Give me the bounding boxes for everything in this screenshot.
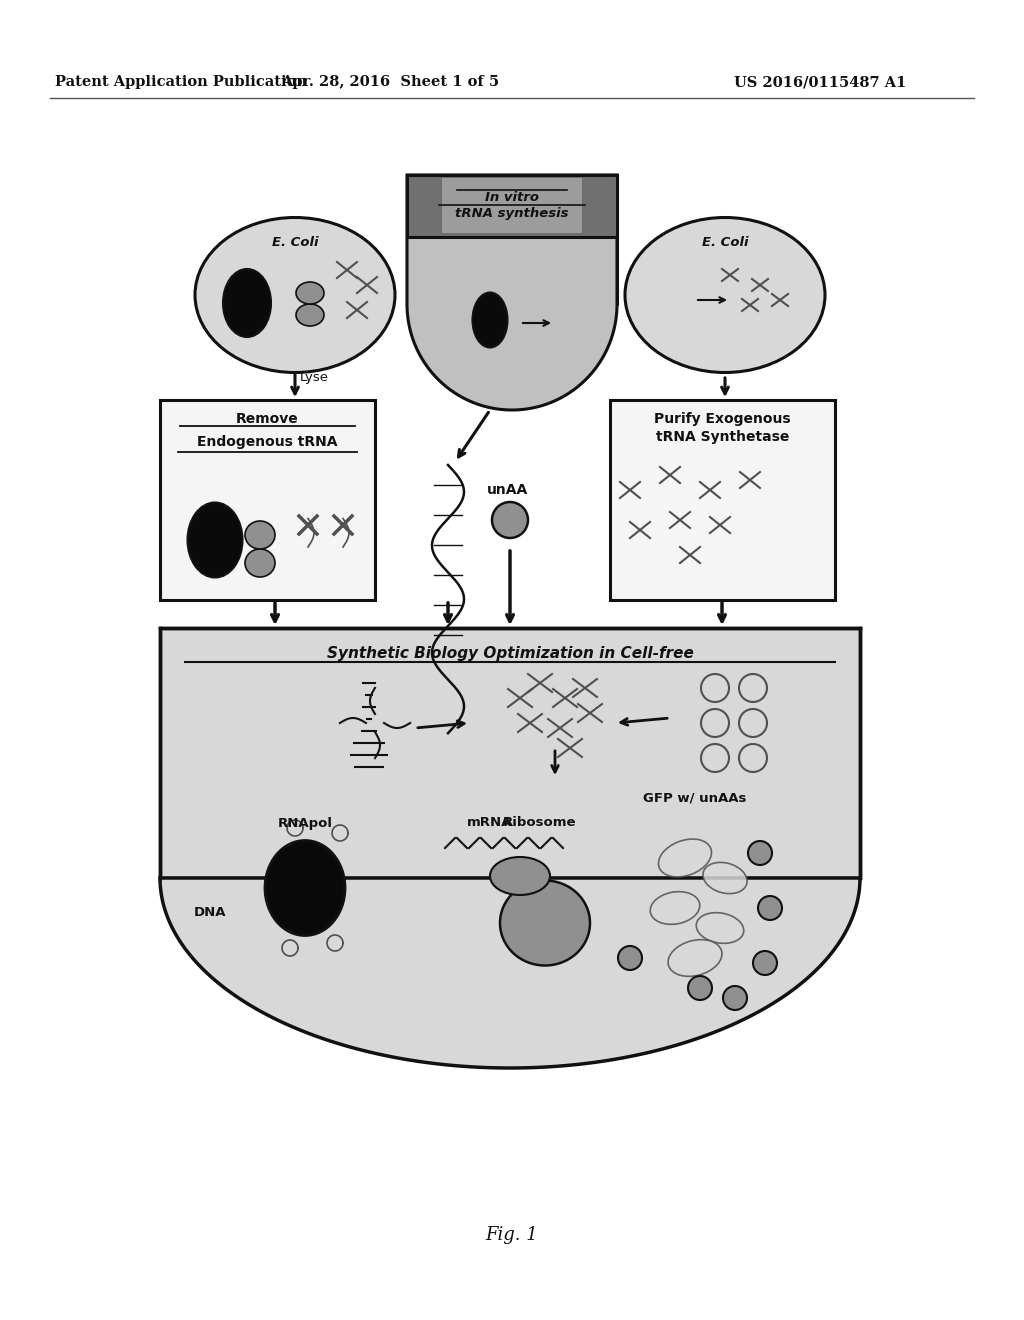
Ellipse shape: [265, 841, 345, 936]
Text: Remove: Remove: [237, 412, 299, 426]
Ellipse shape: [701, 744, 729, 772]
Text: Apr. 28, 2016  Sheet 1 of 5: Apr. 28, 2016 Sheet 1 of 5: [281, 75, 499, 88]
Polygon shape: [407, 176, 617, 411]
Text: DNA: DNA: [194, 907, 226, 920]
Text: E. Coli: E. Coli: [271, 236, 318, 249]
Ellipse shape: [650, 891, 699, 924]
Text: Patent Application Publication: Patent Application Publication: [55, 75, 307, 88]
Text: unAA: unAA: [487, 483, 528, 498]
Ellipse shape: [472, 293, 508, 347]
Ellipse shape: [739, 744, 767, 772]
Text: RNApol: RNApol: [278, 817, 333, 829]
Ellipse shape: [701, 709, 729, 737]
Text: Ribosome: Ribosome: [503, 817, 577, 829]
Circle shape: [758, 896, 782, 920]
Ellipse shape: [490, 857, 550, 895]
Bar: [160, 628, 860, 878]
Ellipse shape: [625, 218, 825, 372]
Text: US 2016/0115487 A1: US 2016/0115487 A1: [734, 75, 906, 88]
Bar: [407, 176, 617, 238]
Ellipse shape: [658, 840, 712, 876]
Ellipse shape: [223, 269, 271, 337]
Ellipse shape: [500, 880, 590, 965]
Ellipse shape: [245, 521, 275, 549]
Circle shape: [753, 950, 777, 975]
Ellipse shape: [187, 503, 243, 578]
Circle shape: [618, 946, 642, 970]
Text: GFP w/ unAAs: GFP w/ unAAs: [643, 792, 746, 804]
Text: Lyse: Lyse: [300, 371, 329, 384]
Ellipse shape: [195, 218, 395, 372]
Polygon shape: [160, 878, 860, 1068]
Ellipse shape: [245, 549, 275, 577]
Ellipse shape: [701, 675, 729, 702]
Circle shape: [748, 841, 772, 865]
Circle shape: [688, 975, 712, 1001]
Circle shape: [723, 986, 746, 1010]
Text: Fig. 1: Fig. 1: [485, 1226, 539, 1243]
Text: E. Coli: E. Coli: [701, 236, 749, 249]
Ellipse shape: [668, 940, 722, 977]
Bar: [407, 176, 617, 304]
Ellipse shape: [739, 675, 767, 702]
Text: mRNA: mRNA: [467, 817, 513, 829]
Ellipse shape: [739, 709, 767, 737]
Ellipse shape: [702, 862, 748, 894]
Text: Purify Exogenous
tRNA Synthetase: Purify Exogenous tRNA Synthetase: [654, 412, 791, 445]
Bar: [160, 400, 375, 601]
Bar: [610, 400, 835, 601]
Text: Endogenous tRNA: Endogenous tRNA: [198, 436, 338, 449]
Ellipse shape: [296, 282, 324, 304]
Text: Synthetic Biology Optimization in Cell-free: Synthetic Biology Optimization in Cell-f…: [327, 645, 693, 661]
Circle shape: [492, 502, 528, 539]
Ellipse shape: [296, 304, 324, 326]
Text: In vitro
tRNA synthesis: In vitro tRNA synthesis: [456, 191, 568, 220]
Ellipse shape: [696, 912, 743, 944]
